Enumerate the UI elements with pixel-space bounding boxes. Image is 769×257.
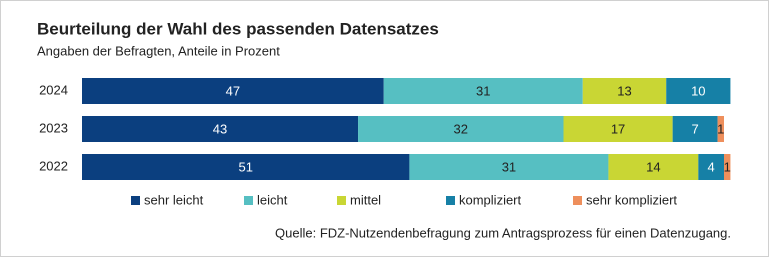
legend-swatch: [446, 196, 455, 205]
legend-label: leicht: [257, 192, 288, 207]
bar-segment: [672, 116, 718, 142]
value-label: 32: [454, 121, 468, 136]
legend-swatch: [337, 196, 346, 205]
bar-segment: [582, 78, 667, 104]
source-note: Quelle: FDZ-Nutzendenbefragung zum Antra…: [275, 225, 731, 240]
legend-label: mittel: [350, 192, 381, 207]
value-label: 1: [724, 159, 731, 174]
value-label: 47: [226, 83, 240, 98]
y-tick-label: 2023: [39, 120, 68, 135]
bar-segment: [724, 154, 731, 180]
chart-subtitle: Angaben der Befragten, Anteile in Prozen…: [37, 43, 280, 58]
value-label: 14: [646, 159, 660, 174]
chart-title: Beurteilung der Wahl des passenden Daten…: [37, 19, 439, 38]
bar-segment: [358, 116, 564, 142]
legend-swatch: [131, 196, 140, 205]
bar-segment: [82, 154, 410, 180]
bar-segment: [563, 116, 673, 142]
legend-label: sehr leicht: [144, 192, 204, 207]
value-label: 10: [691, 83, 705, 98]
value-label: 17: [611, 121, 625, 136]
bar-segment: [666, 78, 731, 104]
value-label: 4: [708, 159, 715, 174]
bar-segment: [383, 78, 583, 104]
value-label: 31: [502, 159, 516, 174]
bar-segment: [608, 154, 699, 180]
value-label: 31: [476, 83, 490, 98]
y-tick-label: 2024: [39, 82, 68, 97]
legend-swatch: [573, 196, 582, 205]
value-label: 43: [213, 121, 227, 136]
value-label: 1: [717, 121, 724, 136]
legend-label: kompliziert: [459, 192, 522, 207]
value-label: 7: [691, 121, 698, 136]
value-label: 13: [617, 83, 631, 98]
y-tick-label: 2022: [39, 158, 68, 173]
bar-segment: [82, 78, 384, 104]
legend-label: sehr kompliziert: [586, 192, 677, 207]
bar-segment: [717, 116, 724, 142]
value-label: 51: [238, 159, 252, 174]
bar-segment: [409, 154, 609, 180]
bar-segment: [82, 116, 359, 142]
bar-segment: [698, 154, 724, 180]
legend-swatch: [244, 196, 253, 205]
